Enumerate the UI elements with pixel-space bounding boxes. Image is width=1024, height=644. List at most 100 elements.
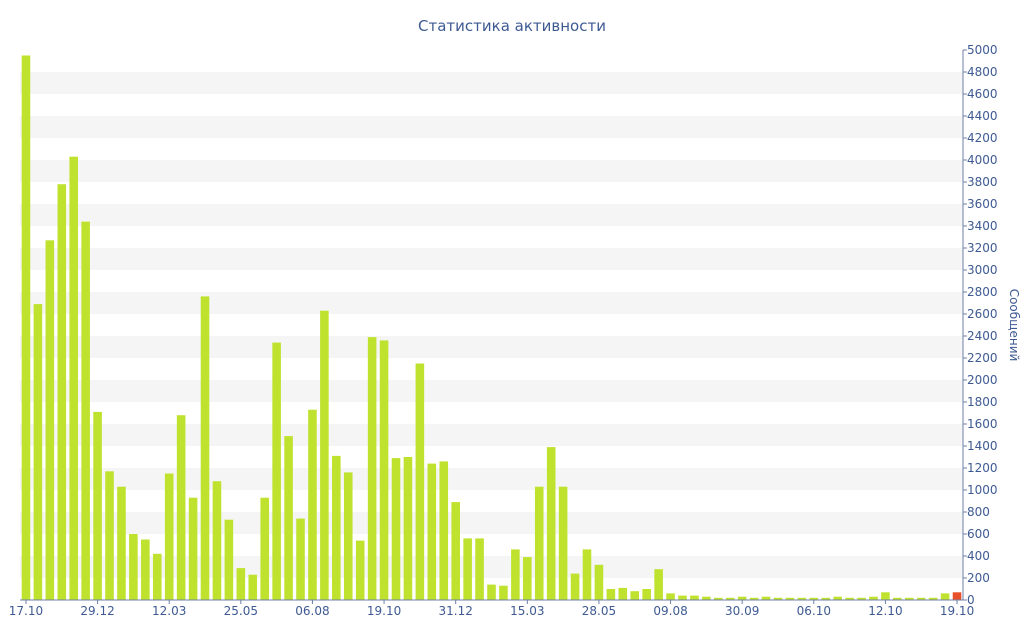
x-axis-ticks: 17.10 29.12 12.03 25.05 06.08 19.10 31.12 15.03… <box>9 600 974 618</box>
chart-title: Статистика активности <box>418 17 606 35</box>
bar[interactable] <box>499 585 508 600</box>
x-tick-label: 30.09 <box>725 604 759 618</box>
bar[interactable] <box>606 589 616 600</box>
bar[interactable] <box>236 568 246 600</box>
bar[interactable] <box>284 436 293 600</box>
bar[interactable] <box>93 411 102 600</box>
bar[interactable] <box>630 591 640 600</box>
bar[interactable] <box>33 304 43 600</box>
bar[interactable] <box>690 595 699 600</box>
bar[interactable] <box>152 553 162 600</box>
bar[interactable] <box>546 447 556 600</box>
bar[interactable] <box>176 415 186 600</box>
bar[interactable] <box>737 596 747 600</box>
bar[interactable] <box>642 589 651 600</box>
bar[interactable] <box>821 597 831 600</box>
bar[interactable] <box>260 497 269 600</box>
bar[interactable] <box>904 597 914 600</box>
bar[interactable] <box>773 597 783 600</box>
bar[interactable] <box>881 592 890 600</box>
bar[interactable] <box>296 518 305 600</box>
bar[interactable] <box>869 596 878 600</box>
bar[interactable] <box>714 597 723 600</box>
grid-band <box>20 424 963 446</box>
bar[interactable] <box>761 596 771 600</box>
bar[interactable] <box>81 221 90 600</box>
bar[interactable] <box>105 471 114 600</box>
y-tick-label: 2200 <box>967 351 998 365</box>
x-tick-label: 19.10 <box>367 604 401 618</box>
bar[interactable] <box>797 597 807 600</box>
grid-band <box>20 248 963 270</box>
bar[interactable] <box>952 592 962 600</box>
y-tick-label: 0 <box>967 593 975 607</box>
bar[interactable] <box>164 473 174 601</box>
x-tick-label: 09.08 <box>653 604 687 618</box>
bar[interactable] <box>248 574 258 600</box>
bar[interactable] <box>916 597 926 600</box>
y-tick-label: 4000 <box>967 153 998 167</box>
bar[interactable] <box>439 461 449 600</box>
bar[interactable] <box>928 597 938 600</box>
bar[interactable] <box>618 587 628 600</box>
bar[interactable] <box>224 519 234 600</box>
bar[interactable] <box>129 534 138 600</box>
bar[interactable] <box>188 497 198 600</box>
bar[interactable] <box>463 538 472 600</box>
bar[interactable] <box>272 342 281 600</box>
bar[interactable] <box>212 481 222 600</box>
bar[interactable] <box>523 557 532 600</box>
bar[interactable] <box>200 296 210 600</box>
bar[interactable] <box>845 597 854 600</box>
bar[interactable] <box>785 597 795 600</box>
grid-band <box>20 204 963 226</box>
bar[interactable] <box>534 486 544 600</box>
bar[interactable] <box>355 540 365 600</box>
bar[interactable] <box>725 597 735 600</box>
bar[interactable] <box>857 597 866 600</box>
bar[interactable] <box>558 486 568 600</box>
bar[interactable] <box>702 596 711 600</box>
bar[interactable] <box>21 55 31 601</box>
bar[interactable] <box>451 502 460 600</box>
bar[interactable] <box>678 595 687 600</box>
bar[interactable] <box>893 597 902 600</box>
bar[interactable] <box>582 549 592 600</box>
bar[interactable] <box>45 240 55 601</box>
bar[interactable] <box>475 538 484 600</box>
grid-band <box>20 116 963 138</box>
bar[interactable] <box>487 584 496 600</box>
x-tick-label: 15.03 <box>510 604 544 618</box>
y-tick-label: 200 <box>967 571 990 585</box>
bar[interactable] <box>570 573 580 600</box>
y-tick-label: 1400 <box>967 439 998 453</box>
bar[interactable] <box>308 409 317 600</box>
bar[interactable] <box>594 564 604 600</box>
bar[interactable] <box>57 184 67 600</box>
bar[interactable] <box>367 337 377 600</box>
bar[interactable] <box>403 457 413 600</box>
x-tick-label: 06.08 <box>295 604 329 618</box>
grid-band <box>20 468 963 490</box>
bar[interactable] <box>332 455 341 600</box>
bar[interactable] <box>415 363 425 601</box>
bar[interactable] <box>809 597 819 600</box>
bar[interactable] <box>833 596 842 600</box>
y-tick-label: 5000 <box>967 43 998 57</box>
bar[interactable] <box>666 593 675 600</box>
bar[interactable] <box>379 340 389 600</box>
bar[interactable] <box>749 597 759 600</box>
bar[interactable] <box>511 549 520 600</box>
bar[interactable] <box>654 569 663 600</box>
bar[interactable] <box>141 539 150 601</box>
bar[interactable] <box>117 486 126 600</box>
bar[interactable] <box>320 310 329 600</box>
bar[interactable] <box>391 458 401 600</box>
y-tick-label: 600 <box>967 527 990 541</box>
bar[interactable] <box>940 593 950 600</box>
y-tick-label: 3600 <box>967 197 998 211</box>
bar[interactable] <box>69 156 79 600</box>
x-tick-label: 29.12 <box>80 604 114 618</box>
bar[interactable] <box>427 463 437 600</box>
bar[interactable] <box>343 472 353 600</box>
